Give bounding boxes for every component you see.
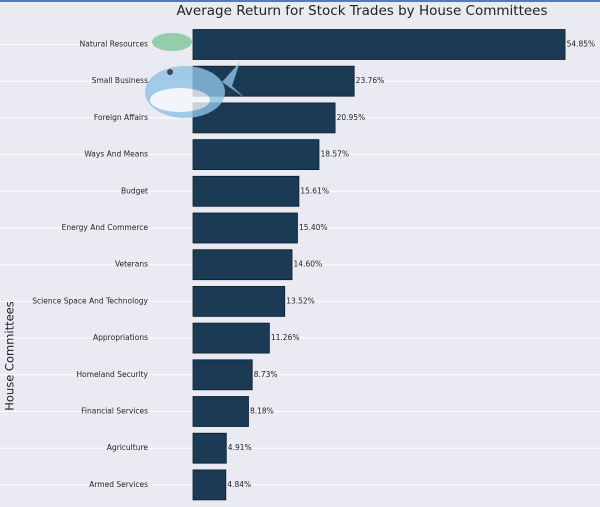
value-label: 13.52% [286, 296, 315, 305]
bar [192, 285, 286, 317]
value-label: 11.26% [271, 333, 300, 342]
bar [192, 249, 293, 281]
bar [192, 212, 298, 244]
y-axis-label: House Committees [3, 301, 17, 411]
value-label: 23.76% [356, 76, 385, 85]
value-label: 15.61% [300, 186, 329, 195]
y-tick-label: Financial Services [81, 407, 148, 416]
value-label: 20.95% [337, 113, 366, 122]
y-tick-label: Agriculture [107, 443, 149, 452]
bar [192, 175, 300, 207]
y-tick-label: Armed Services [89, 480, 148, 489]
chart-title: Average Return for Stock Trades by House… [176, 3, 547, 19]
value-label: 8.73% [254, 370, 278, 379]
bar [192, 396, 249, 427]
y-tick-label: Ways And Means [84, 150, 148, 159]
y-tick-label: Energy And Commerce [62, 223, 149, 232]
whale-spout [152, 33, 192, 51]
y-tick-label: Homeland Security [76, 370, 148, 379]
bar [192, 102, 336, 134]
value-label: 14.60% [294, 260, 323, 269]
y-tick-label: Budget [121, 186, 148, 195]
y-tick-label: Appropriations [93, 333, 148, 342]
whale-belly [150, 88, 210, 112]
value-label: 8.18% [250, 407, 274, 416]
bar [192, 322, 270, 354]
bar [192, 432, 227, 464]
bar [192, 359, 253, 391]
y-tick-label: Small Business [92, 76, 148, 85]
whale-eye [167, 69, 173, 75]
bar [192, 469, 227, 501]
y-tick-label: Foreign Affairs [94, 113, 148, 122]
whale-tail [222, 62, 245, 98]
value-label: 4.84% [227, 480, 251, 489]
value-label: 4.91% [228, 443, 252, 452]
whale-logo [145, 33, 245, 118]
y-tick-label: Science Space And Technology [32, 296, 148, 305]
value-label: 54.85% [567, 40, 596, 49]
value-label: 18.57% [320, 150, 349, 159]
value-label: 15.40% [299, 223, 328, 232]
bar [192, 139, 320, 171]
y-tick-label: Natural Resources [80, 40, 148, 49]
y-tick-label: Veterans [115, 260, 148, 269]
bar [192, 29, 566, 60]
